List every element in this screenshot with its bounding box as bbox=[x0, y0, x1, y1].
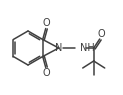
Text: O: O bbox=[43, 68, 51, 78]
Text: O: O bbox=[43, 19, 51, 28]
Text: O: O bbox=[98, 29, 106, 39]
Text: N: N bbox=[55, 43, 62, 53]
Text: NH: NH bbox=[80, 43, 94, 53]
